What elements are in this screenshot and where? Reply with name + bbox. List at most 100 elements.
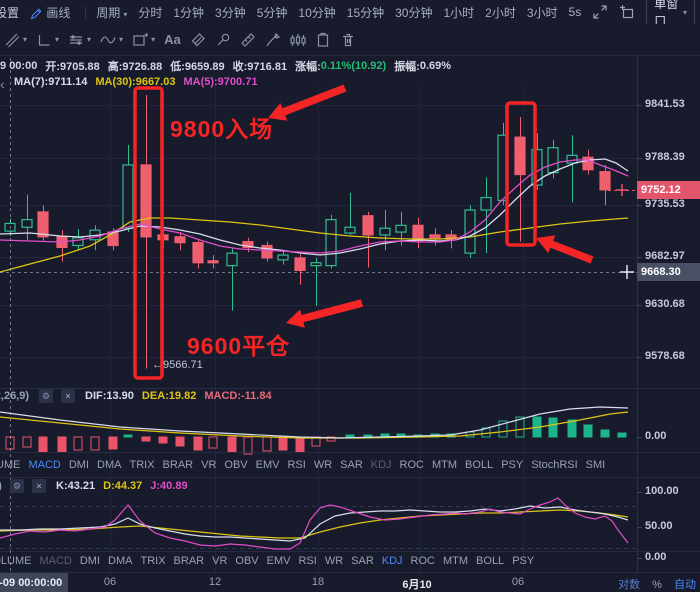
triangle-icon [38,34,50,46]
chevron-down-icon[interactable]: ▾ [55,35,60,44]
tab-volume[interactable]: VOLUME [0,459,21,471]
tab-vr[interactable]: VR [212,555,228,567]
draw-line-label: 画线 [46,5,71,20]
close-icon[interactable]: × [61,389,75,403]
period-分时[interactable]: 分时 [138,5,163,20]
tab-macd[interactable]: MACD [39,555,72,567]
annotation-rectangle [133,86,164,380]
tab-boll[interactable]: BOLL [476,555,505,567]
eraser-tool-button[interactable] [190,32,206,48]
exit-annotation: 9600平仓 [187,333,291,359]
tab-obv[interactable]: OBV [235,555,259,567]
period-5分钟[interactable]: 5分钟 [256,5,288,20]
trend-line-tool-button[interactable]: ▾ [4,32,27,48]
period-10分钟[interactable]: 10分钟 [298,5,336,20]
chevron-down-icon[interactable]: ▾ [23,35,28,44]
tab-dma[interactable]: DMA [97,459,122,471]
period-1分钟[interactable]: 1分钟 [173,5,205,20]
collapse-panel-arrow[interactable]: ‹ [0,76,5,92]
tab-volume[interactable]: VOLUME [0,555,32,567]
chevron-down-icon[interactable]: ▾ [119,35,124,44]
ruler-tool-button[interactable] [240,32,256,48]
chevron-down-icon[interactable]: ▾ [87,35,92,44]
tab-sar[interactable]: SAR [351,555,374,567]
chevron-down-icon[interactable]: ▾ [151,35,156,44]
percent-scale-button[interactable]: % [652,579,662,591]
period-15分钟[interactable]: 15分钟 [346,5,385,20]
tab-sar[interactable]: SAR [340,459,363,471]
tab-mtm[interactable]: MTM [432,459,458,471]
tab-mtm[interactable]: MTM [443,555,469,567]
clipboard-tool-button[interactable] [315,32,331,48]
tab-trix[interactable]: TRIX [140,555,166,567]
price-tick: 9630.68 [645,298,685,310]
tab-kdj[interactable]: KDJ [370,459,392,471]
tab-brar[interactable]: BRAR [173,555,205,567]
tab-brar[interactable]: BRAR [162,459,194,471]
macd-zero-tick: 0.00 [645,430,667,442]
tab-wr[interactable]: WR [313,459,333,471]
fullscreen-button[interactable] [592,4,608,20]
tab-obv[interactable]: OBV [224,459,248,471]
draw-line-button[interactable]: 画线 [30,4,70,21]
tab-dmi[interactable]: DMI [68,459,90,471]
parallel-lines-tool-button[interactable]: ▾ [68,32,91,48]
ma-info-row: MA(7):9711.14 MA(30):9667.03 MA(5):9700.… [14,76,265,88]
period-3小时[interactable]: 3小时 [526,5,558,20]
period-dropdown[interactable]: 周期 ▾ [96,4,127,21]
tab-kdj[interactable]: KDJ [381,555,403,567]
tab-psy[interactable]: PSY [512,555,535,567]
brush-icon [217,33,230,45]
pattern-tool-button[interactable] [290,32,306,48]
text-tool-button[interactable]: Aa [164,32,181,47]
tab-emv[interactable]: EMV [255,459,280,471]
tab-roc[interactable]: ROC [399,459,424,471]
trash-tool-button[interactable] [340,32,356,48]
triangle-tool-button[interactable]: ▾ [36,32,59,48]
tab-rsi[interactable]: RSI [298,555,317,567]
period-30分钟[interactable]: 30分钟 [395,5,433,20]
auto-scale-button[interactable]: 自动 [674,579,696,591]
tab-trix[interactable]: TRIX [129,459,155,471]
tab-roc[interactable]: ROC [410,555,435,567]
kdj-j-line [0,497,629,550]
scale-controls: 对数 % 自动 [609,576,696,592]
tab-wr[interactable]: WR [324,555,344,567]
macd-value: MACD:-11.84 [204,390,272,402]
tab-stochrsi[interactable]: StochRSI [531,459,578,471]
tab-psy[interactable]: PSY [501,459,524,471]
macd-info-row: MACD(12,26,9) ⚙ × DIF:13.90 DEA:19.82 MA… [0,389,280,403]
close-icon[interactable]: × [32,479,46,493]
time-tick: 06 [511,576,525,588]
parallel-lines-icon [70,34,83,45]
brush-tool-button[interactable] [215,32,231,48]
tab-macd[interactable]: MACD [28,459,61,471]
period-1小时[interactable]: 1小时 [443,5,475,20]
rect-select-tool-button[interactable]: ▾ [132,32,155,48]
annotation-arrow [536,235,594,264]
gear-icon[interactable]: ⚙ [39,389,53,403]
refresh-speed[interactable]: 5s [568,5,582,19]
text-tool-icon: Aa [164,32,181,47]
tab-vr[interactable]: VR [201,459,217,471]
period-2小时[interactable]: 2小时 [485,5,516,20]
rect-select-icon [133,32,149,46]
chevron-down-icon: ▾ [682,7,687,17]
new-window-button[interactable] [619,4,635,20]
tab-emv[interactable]: EMV [266,555,291,567]
settings-button[interactable]: 设置 [0,5,20,20]
log-scale-button[interactable]: 对数 [618,579,641,591]
price-tick: 9788.39 [645,151,685,163]
period-3分钟[interactable]: 3分钟 [215,5,246,20]
tab-smi[interactable]: SMI [585,459,606,471]
tab-dma[interactable]: DMA [108,555,133,567]
tab-boll[interactable]: BOLL [465,459,494,471]
tab-dmi[interactable]: DMI [79,555,101,567]
wave-tool-button[interactable]: ▾ [100,32,123,48]
time-tick: 18 [311,576,325,588]
pen-tool-button[interactable] [265,32,281,48]
indicator-tabs-row-2: VOLUME MACD DMI DMA TRIX BRAR VR OBV EMV RSI WR SAR… [0,555,542,567]
tab-rsi[interactable]: RSI [287,459,306,471]
gear-icon[interactable]: ⚙ [10,479,24,493]
